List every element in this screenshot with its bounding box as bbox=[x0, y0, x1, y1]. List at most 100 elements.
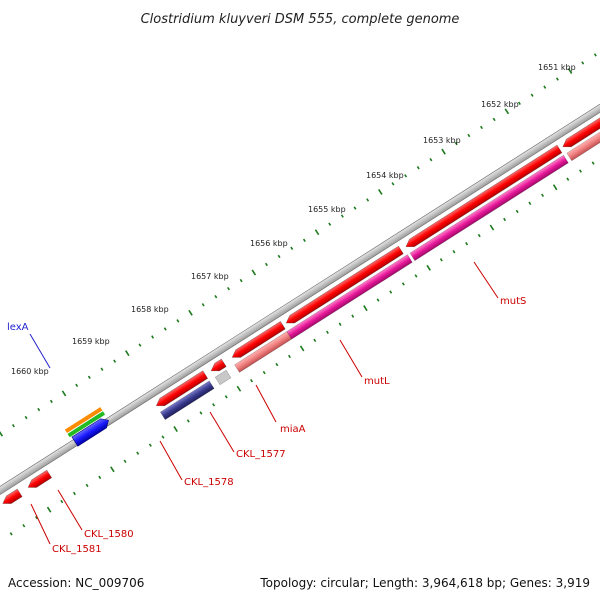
cds-arrow-CKL-1581 bbox=[2, 488, 23, 504]
tick-mark-outer bbox=[314, 229, 320, 236]
tick-mark-inner bbox=[452, 250, 456, 254]
tick-label-1657: 1657 kbp bbox=[191, 272, 229, 281]
tick-mark-outer bbox=[593, 53, 597, 57]
tick-mark-inner bbox=[173, 426, 178, 432]
tick-label-1654: 1654 kbp bbox=[366, 171, 404, 180]
tick-label-1652: 1652 kbp bbox=[481, 100, 519, 109]
tick-mark-inner bbox=[465, 241, 469, 246]
tick-mark-outer bbox=[454, 141, 458, 146]
tick-mark-outer bbox=[176, 319, 180, 323]
tick-mark-outer bbox=[24, 415, 28, 420]
tick-mark-outer bbox=[416, 166, 420, 170]
tick-mark-inner bbox=[515, 209, 519, 214]
tick-mark-outer bbox=[340, 214, 344, 218]
tick-label-1655: 1655 kbp bbox=[308, 205, 346, 214]
tick-mark-outer bbox=[163, 327, 167, 331]
tick-mark-outer bbox=[302, 238, 306, 242]
map-title: Clostridium kluyveri DSM 555, complete g… bbox=[141, 12, 460, 27]
tick-mark-inner bbox=[9, 532, 13, 536]
leader-mutL bbox=[339, 339, 363, 378]
gene-label-CKL-1581: CKL_1581 bbox=[52, 544, 102, 555]
tick-mark-inner bbox=[110, 466, 115, 473]
gene-label-miaA: miaA bbox=[280, 424, 306, 435]
tick-mark-inner bbox=[591, 161, 595, 165]
coordinate-track-outer bbox=[0, 53, 597, 437]
genome-backbone bbox=[0, 81, 600, 518]
feature-mutS bbox=[409, 154, 569, 261]
tick-mark-inner bbox=[123, 459, 127, 463]
tick-mark-inner bbox=[262, 370, 266, 375]
cds-arrow-mutS bbox=[405, 144, 563, 248]
tick-mark-outer bbox=[201, 303, 205, 307]
cds-arrow-CKL-1580 bbox=[27, 469, 53, 488]
feature-lexA-blue bbox=[71, 418, 109, 447]
gene-label-lexA: lexA bbox=[7, 322, 29, 333]
tick-mark-outer bbox=[391, 182, 395, 186]
tick-mark-outer bbox=[49, 399, 53, 404]
leader-CKL-1578 bbox=[159, 440, 183, 481]
gene-label-mutS: mutS bbox=[500, 296, 526, 307]
tick-mark-outer bbox=[37, 407, 41, 412]
tick-mark-inner bbox=[376, 298, 380, 302]
tick-mark-outer bbox=[543, 85, 547, 89]
tick-mark-outer bbox=[0, 430, 4, 437]
tick-mark-outer bbox=[467, 133, 471, 138]
tick-label-1660: 1660 kbp bbox=[11, 367, 49, 376]
tick-mark-outer bbox=[75, 383, 79, 388]
tick-mark-inner bbox=[72, 491, 76, 496]
cds-row-reverse bbox=[2, 90, 600, 504]
tick-mark-inner bbox=[35, 515, 38, 520]
tick-mark-inner bbox=[199, 411, 203, 415]
cds-arrow-miaA bbox=[231, 320, 286, 358]
tick-mark-inner bbox=[363, 305, 368, 312]
leader-CKL-1580 bbox=[57, 489, 83, 531]
tick-mark-outer bbox=[530, 93, 534, 97]
tick-mark-inner bbox=[401, 282, 405, 286]
feature-CKL-1577 bbox=[214, 369, 232, 386]
tick-mark-outer bbox=[11, 423, 15, 428]
tick-mark-inner bbox=[426, 264, 431, 271]
feature-lexA-green bbox=[67, 411, 106, 438]
tick-mark-outer bbox=[251, 269, 257, 276]
tick-label-1659: 1659 kbp bbox=[72, 337, 110, 346]
tick-mark-outer bbox=[492, 117, 496, 122]
tick-mark-inner bbox=[98, 475, 102, 480]
gene-label-CKL-1580: CKL_1580 bbox=[84, 529, 134, 540]
tick-mark-outer bbox=[277, 254, 281, 259]
tick-mark-inner bbox=[136, 451, 140, 455]
tick-mark-outer bbox=[517, 101, 521, 105]
tick-mark-inner bbox=[85, 483, 89, 488]
tick-mark-outer bbox=[290, 246, 294, 251]
tick-mark-outer bbox=[138, 343, 142, 347]
tick-mark-inner bbox=[414, 274, 418, 278]
tick-mark-outer bbox=[429, 157, 433, 162]
tick-mark-inner bbox=[503, 217, 507, 222]
leader-miaA bbox=[255, 384, 277, 423]
tick-mark-outer bbox=[239, 278, 243, 283]
tick-mark-outer bbox=[581, 61, 585, 65]
accession-text: Accession: NC_009706 bbox=[8, 576, 145, 590]
tick-mark-inner bbox=[325, 330, 329, 335]
tick-mark-inner bbox=[338, 322, 342, 326]
tick-label-1653: 1653 kbp bbox=[423, 136, 461, 145]
tick-label-1658: 1658 kbp bbox=[131, 305, 169, 314]
tick-mark-outer bbox=[366, 198, 370, 202]
tick-mark-inner bbox=[186, 419, 190, 423]
cds-arrow-mutL bbox=[285, 245, 404, 324]
tick-mark-inner bbox=[389, 290, 393, 294]
tick-label-1651: 1651 kbp bbox=[538, 63, 576, 72]
tick-mark-outer bbox=[353, 206, 357, 210]
tick-mark-inner bbox=[351, 314, 355, 318]
feature-next bbox=[566, 101, 600, 162]
tick-mark-inner bbox=[46, 506, 52, 513]
tick-mark-inner bbox=[288, 354, 291, 359]
tick-mark-outer bbox=[113, 359, 117, 363]
gene-label-CKL-1577: CKL_1577 bbox=[236, 449, 286, 460]
tick-mark-inner bbox=[528, 201, 532, 206]
tick-mark-inner bbox=[148, 443, 152, 447]
tick-mark-inner bbox=[161, 435, 165, 439]
tick-mark-outer bbox=[61, 390, 67, 397]
tick-mark-inner bbox=[313, 338, 317, 343]
cds-arrow-next bbox=[562, 90, 600, 148]
